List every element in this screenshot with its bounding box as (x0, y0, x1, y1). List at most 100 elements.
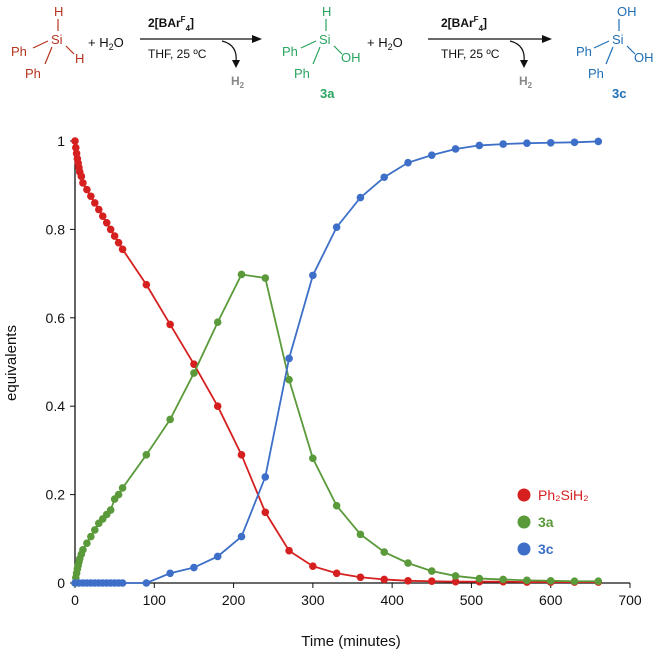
data-point (475, 141, 484, 150)
data-point (594, 577, 603, 586)
data-point (91, 526, 99, 534)
data-point (285, 546, 293, 555)
arrow2-catalyst: 2[BArF4] (441, 15, 487, 33)
series-line-2 (75, 140, 599, 584)
data-point (523, 139, 531, 148)
data-point (427, 577, 436, 586)
x-tick-label: 0 (71, 592, 79, 608)
reactant-ph-left: Ph (11, 44, 27, 59)
data-point (570, 138, 579, 147)
data-point (106, 506, 115, 514)
data-point (285, 354, 293, 363)
data-point (499, 575, 507, 584)
intermediate-label: 3a (320, 86, 335, 101)
data-point (309, 271, 317, 280)
data-point (237, 270, 246, 279)
data-point (570, 577, 579, 586)
data-point (427, 567, 436, 575)
data-point (166, 415, 174, 424)
data-point (213, 552, 222, 561)
data-point (87, 532, 95, 541)
data-point (404, 158, 412, 167)
intermediate-ph-left: Ph (282, 44, 298, 59)
x-tick-label: 700 (618, 592, 642, 608)
y-tick-label: 0 (57, 575, 65, 591)
axes: 0 100 200 300 400 500 600 700 0 0.2 0.4 0.6 0.8 1 (46, 133, 642, 608)
data-point (87, 192, 95, 201)
arrow1-conditions: THF, 25 ºC (148, 47, 207, 61)
data-point (77, 172, 86, 181)
reactant-h-top: H (54, 4, 63, 19)
reaction-scheme: H Si H Ph Ph + H2O 2[BArF4] THF, 25 ºC H… (11, 4, 654, 101)
x-tick-label: 400 (380, 592, 404, 608)
data-point (356, 573, 365, 582)
legend-label-2: 3c (538, 541, 554, 557)
data-point (79, 546, 87, 554)
legend-label-0: Ph₂SiH₂ (538, 487, 589, 503)
product-ph-left: Ph (576, 44, 592, 59)
x-tick-label: 300 (301, 592, 325, 608)
y-tick-label: 1 (57, 133, 65, 149)
data-point (114, 490, 123, 499)
data-point (102, 218, 111, 227)
data-point (106, 225, 115, 234)
data-point (190, 369, 198, 377)
data-point (142, 451, 151, 459)
series-1 (71, 270, 603, 587)
data-point (261, 274, 270, 282)
legend-marker-0 (517, 488, 531, 502)
data-point (79, 179, 87, 187)
data-point (309, 454, 317, 463)
arrow2-byproduct: H2 (519, 74, 533, 90)
plus-water-1: + H2O (88, 35, 124, 52)
product-structure: OH Si OH Ph Ph 3c (576, 4, 654, 101)
reactant-ph-bottom: Ph (25, 66, 41, 81)
series-line-1 (74, 273, 599, 584)
intermediate-oh: OH (341, 50, 361, 65)
series-layer (71, 137, 603, 587)
x-tick-label: 100 (143, 592, 167, 608)
data-point (404, 576, 412, 585)
data-point (190, 360, 198, 369)
product-si: Si (612, 32, 624, 47)
product-oh-top: OH (617, 4, 637, 19)
data-point (190, 563, 198, 572)
data-point (83, 539, 91, 548)
data-point (309, 562, 317, 571)
reactant-h-right: H (75, 51, 84, 66)
data-point (110, 232, 119, 240)
data-point (475, 574, 484, 583)
data-point (118, 484, 127, 492)
data-point (332, 223, 341, 231)
data-point (499, 140, 507, 148)
product-oh-right: OH (634, 50, 654, 65)
data-point (213, 402, 222, 411)
data-point (166, 320, 174, 329)
reaction-arrow-1: 2[BArF4] THF, 25 ºC H2 (140, 15, 262, 90)
arrow2-conditions: THF, 25 ºC (441, 47, 500, 61)
intermediate-h-top: H (322, 4, 331, 19)
data-point (285, 375, 293, 384)
data-point (142, 280, 151, 289)
data-point (523, 576, 531, 585)
data-point (166, 569, 174, 578)
data-point (98, 212, 107, 220)
data-point (237, 532, 246, 541)
reactant-si: Si (51, 32, 63, 47)
data-point (380, 575, 389, 584)
data-point (114, 238, 123, 247)
y-tick-label: 0.4 (46, 398, 66, 414)
legend-marker-2 (517, 542, 531, 556)
data-point (451, 572, 460, 580)
data-point (380, 548, 389, 556)
arrow1-byproduct: H2 (231, 74, 245, 90)
intermediate-ph-bottom: Ph (294, 66, 310, 81)
data-point (332, 569, 341, 578)
data-point (237, 451, 246, 459)
reactant-structure: H Si H Ph Ph (11, 4, 84, 81)
product-ph-bottom: Ph (588, 66, 604, 81)
data-point (213, 318, 222, 327)
data-point (71, 143, 80, 152)
product-label: 3c (612, 86, 626, 101)
